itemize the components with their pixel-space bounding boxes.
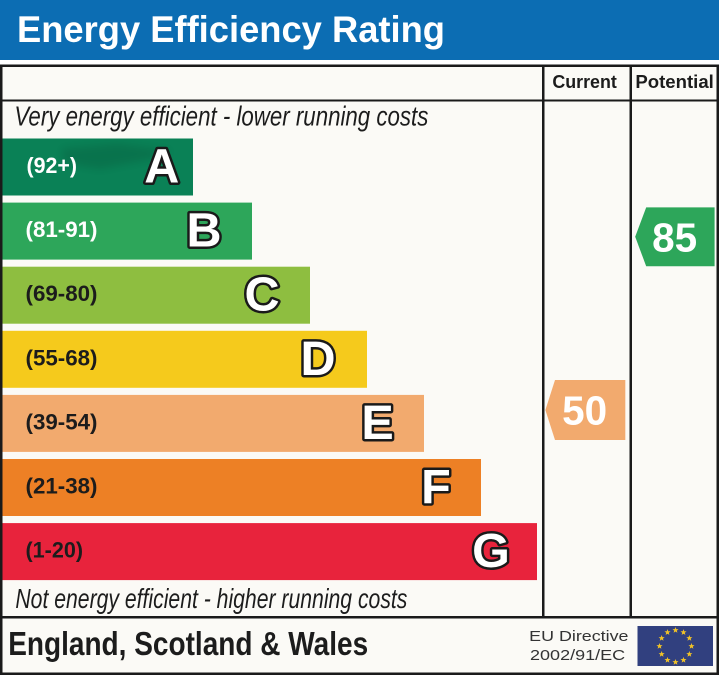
svg-text:EU Directive: EU Directive — [529, 628, 628, 645]
svg-text:Not energy efficient - higher: Not energy efficient - higher running co… — [15, 583, 407, 614]
svg-text:(55-68): (55-68) — [26, 345, 98, 370]
svg-text:(39-54): (39-54) — [26, 409, 98, 434]
svg-text:A: A — [144, 140, 179, 194]
svg-text:Current: Current — [552, 72, 617, 92]
svg-text:Energy Efficiency Rating: Energy Efficiency Rating — [17, 9, 445, 50]
svg-text:(81-91): (81-91) — [26, 217, 98, 242]
svg-text:B: B — [186, 204, 221, 258]
svg-text:Potential: Potential — [635, 72, 714, 92]
svg-text:D: D — [300, 332, 335, 386]
svg-text:E: E — [361, 396, 393, 450]
svg-text:F: F — [421, 460, 451, 514]
svg-text:2002/91/EC: 2002/91/EC — [530, 647, 625, 664]
svg-text:England, Scotland & Wales: England, Scotland & Wales — [8, 625, 368, 662]
svg-text:Very energy efficient - lower: Very energy efficient - lower running co… — [14, 101, 428, 132]
svg-text:85: 85 — [652, 214, 697, 260]
svg-text:(21-38): (21-38) — [26, 474, 98, 499]
svg-text:50: 50 — [562, 388, 607, 434]
svg-text:G: G — [472, 524, 510, 578]
svg-text:(92+): (92+) — [27, 153, 78, 178]
svg-text:C: C — [244, 268, 279, 322]
svg-text:(69-80): (69-80) — [26, 281, 98, 306]
svg-text:(1-20): (1-20) — [26, 538, 84, 563]
